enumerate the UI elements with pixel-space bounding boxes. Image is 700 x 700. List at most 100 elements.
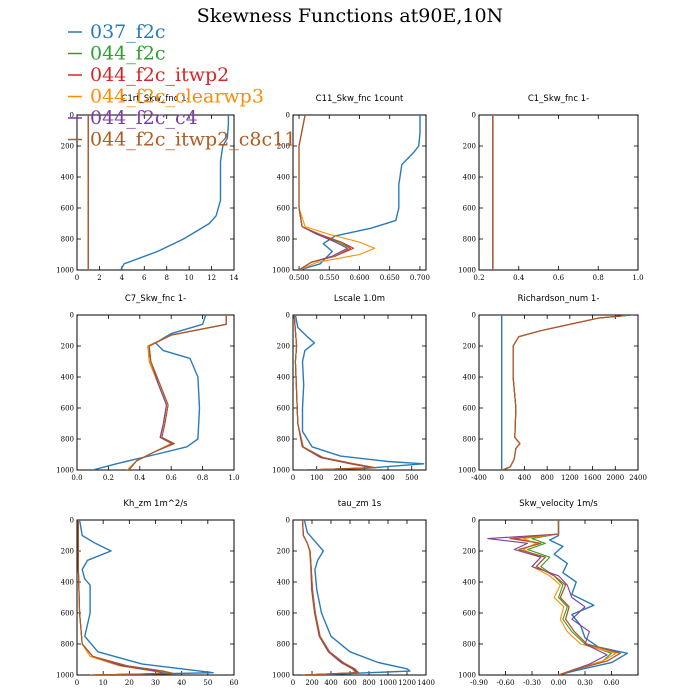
panel-title: Lscale 1.0m	[334, 294, 385, 304]
y-tick-label: 600	[277, 205, 290, 213]
panel-frame	[292, 114, 427, 271]
y-tick-label: 800	[463, 436, 476, 444]
x-tick-label: 12	[207, 274, 216, 282]
y-tick-label: 1000	[56, 467, 74, 475]
x-tick-label: 4	[120, 274, 125, 282]
x-tick-label: 2	[97, 274, 101, 282]
series-line-044-f2c-c4	[77, 520, 167, 675]
series-line-044-f2c-itwp2	[513, 520, 621, 675]
x-tick-label: 1400	[417, 679, 435, 687]
x-tick-label: 400	[518, 474, 531, 482]
series-line-044-f2c-clearwp3	[298, 115, 376, 270]
series-line-037-f2c	[78, 520, 214, 675]
series-line-044-f2c-itwp2-c8c11	[298, 115, 351, 270]
y-tick-label: 400	[277, 374, 290, 382]
y-tick-label: 400	[61, 579, 74, 587]
series-group	[298, 115, 421, 270]
x-tick-label: 2400	[629, 474, 647, 482]
y-tick-label: 600	[61, 205, 74, 213]
legend-label: 044_f2c_c4	[90, 107, 198, 129]
y-tick-label: 400	[463, 374, 476, 382]
series-line-044-f2c-clearwp3	[293, 315, 372, 470]
x-tick-label: 0.6	[553, 274, 565, 282]
legend-item-044-f2c-clearwp3: 044_f2c_clearwp3	[68, 86, 264, 108]
series-group	[293, 315, 425, 470]
y-tick-label: 0	[286, 312, 290, 320]
x-tick-label: 400	[381, 474, 394, 482]
series-line-044-f2c-itwp2	[293, 315, 376, 470]
panel-title: tau_zm 1s	[338, 499, 382, 509]
y-tick-label: 600	[463, 405, 476, 413]
series-line-044-f2c-clearwp3	[77, 520, 164, 675]
x-tick-label: -400	[471, 474, 487, 482]
panel-title: Kh_zm 1m^2/s	[123, 499, 188, 509]
series-line-044-f2c-itwp2-c8c11	[301, 520, 360, 675]
x-tick-label: 0.00	[551, 679, 567, 687]
x-tick-label: 0	[499, 474, 503, 482]
series-line-044-f2c-itwp2-c8c11	[77, 520, 175, 675]
x-tick-label: 200	[334, 474, 347, 482]
panel-title: C11_Skw_fnc 1count	[316, 94, 404, 104]
x-tick-label: 20	[125, 679, 134, 687]
panel-frame	[76, 519, 235, 676]
series-line-037-f2c	[120, 115, 230, 270]
series-line-044-f2c-itwp2-c8c11	[293, 315, 377, 470]
x-tick-label: 100	[310, 474, 323, 482]
y-tick-label: 1000	[272, 672, 290, 680]
x-tick-label: 1200	[561, 474, 579, 482]
series-group	[487, 520, 629, 675]
y-tick-label: 0	[472, 517, 476, 525]
series-line-037-f2c	[303, 520, 411, 675]
series-line-037-f2c	[549, 520, 629, 675]
x-tick-label: 2000	[606, 474, 624, 482]
x-tick-label: 14	[230, 274, 239, 282]
legend-item-044-f2c-itwp2-c8c11: 044_f2c_itwp2_c8c11	[68, 129, 296, 151]
series-group	[92, 315, 227, 470]
series-line-044-f2c-itwp2	[502, 315, 633, 470]
y-tick-label: 600	[463, 205, 476, 213]
legend-label: 037_f2c	[90, 21, 166, 43]
series-group	[501, 315, 633, 470]
y-tick-label: 800	[277, 236, 290, 244]
series-line-044-f2c-itwp2-c8c11	[128, 315, 227, 470]
x-tick-label: -0.30	[523, 679, 541, 687]
y-tick-label: 1000	[56, 267, 74, 275]
legend-item-044-f2c-c4: 044_f2c_c4	[68, 107, 198, 129]
y-tick-label: 1000	[272, 467, 290, 475]
series-line-044-f2c	[128, 315, 227, 470]
y-tick-label: 0	[70, 517, 74, 525]
legend-label: 044_f2c_itwp2	[90, 64, 229, 86]
x-tick-label: 10	[99, 679, 108, 687]
x-tick-label: 0	[291, 474, 295, 482]
panel-frame	[292, 314, 427, 471]
x-tick-label: 0.700	[410, 274, 430, 282]
y-tick-label: 400	[277, 174, 290, 182]
legend-item-044-f2c-itwp2: 044_f2c_itwp2	[68, 64, 229, 86]
panel-title: C7_Skw_fnc 1-	[125, 294, 186, 304]
x-tick-label: 60	[230, 679, 239, 687]
y-tick-label: 1000	[458, 267, 476, 275]
series-line-044-f2c-itwp2	[77, 520, 175, 675]
x-tick-label: 1200	[398, 679, 416, 687]
y-tick-label: 600	[277, 405, 290, 413]
y-tick-label: 400	[463, 579, 476, 587]
y-tick-label: 800	[61, 436, 74, 444]
x-tick-label: 8	[164, 274, 168, 282]
legend: 037_f2c044_f2c044_f2c_itwp2044_f2c_clear…	[68, 21, 296, 151]
x-tick-label: 800	[540, 474, 553, 482]
x-tick-label: 0.8	[593, 274, 604, 282]
x-tick-label: 0.4	[513, 274, 525, 282]
series-line-044-f2c	[527, 520, 613, 675]
y-tick-label: 800	[277, 436, 290, 444]
panel-title: C1rt_Skw_fnc 1-	[121, 94, 189, 104]
series-line-037-f2c	[298, 115, 421, 270]
y-tick-label: 1000	[56, 672, 74, 680]
x-tick-label: -0.60	[497, 679, 515, 687]
y-tick-label: 200	[61, 343, 74, 351]
y-tick-label: 200	[463, 143, 476, 151]
y-tick-label: 200	[61, 548, 74, 556]
series-line-044-f2c	[77, 520, 172, 675]
